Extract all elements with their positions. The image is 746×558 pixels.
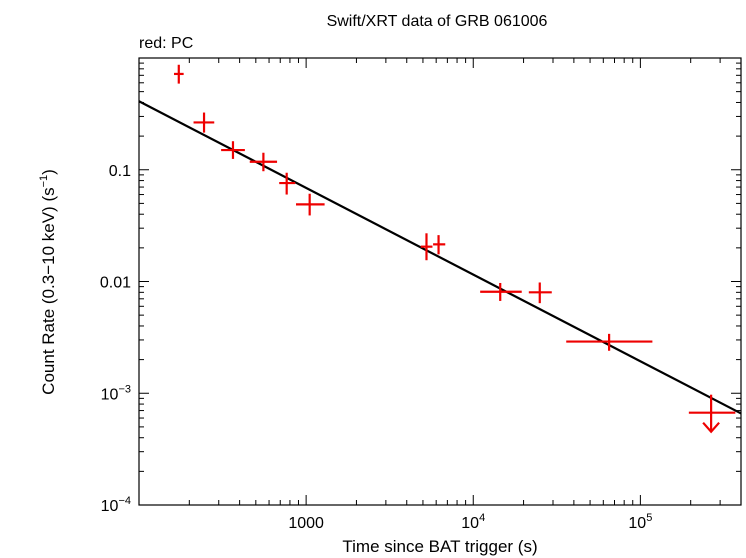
- upper-limits: [688, 394, 736, 434]
- x-tick-label-base: 10: [461, 515, 479, 532]
- y-tick-label-base: 0.01: [100, 275, 131, 292]
- y-tick-label-base: 10: [101, 386, 119, 403]
- data-point: [433, 235, 446, 255]
- chart-title: Swift/XRT data of GRB 061006: [327, 13, 548, 30]
- data-point: [279, 172, 296, 195]
- y-axis-label: Count Rate (0.3−10 keV) (s−1): [38, 169, 58, 395]
- y-axis-label-exponent: −1: [38, 175, 50, 188]
- y-tick-label: 0.01: [100, 275, 131, 292]
- data-point: [174, 64, 184, 84]
- major-ticks: [138, 57, 741, 506]
- x-tick-label-exponent: 5: [646, 512, 652, 524]
- data-point: [566, 333, 653, 351]
- data-point: [528, 282, 552, 304]
- data-point: [221, 141, 245, 159]
- data-point: [480, 282, 522, 301]
- y-tick-label: 10−4: [101, 495, 131, 515]
- x-tick-label-base: 10: [628, 515, 646, 532]
- down-arrow-icon: [702, 421, 720, 434]
- y-tick-label-base: 0.1: [109, 163, 131, 180]
- data-point: [420, 233, 433, 261]
- y-axis-label-end: ): [39, 169, 58, 175]
- y-axis-label-main: Count Rate (0.3−10 keV) (s: [39, 187, 58, 394]
- x-tick-label: 1000: [288, 515, 324, 532]
- data-point: [296, 193, 325, 216]
- chart-subtitle: red: PC: [139, 35, 193, 52]
- y-tick-label-exponent: −4: [118, 495, 131, 507]
- y-tick-label: 10−3: [101, 383, 131, 403]
- x-tick-label-base: 1000: [288, 515, 324, 532]
- power-law-fit-line: [138, 100, 742, 415]
- x-tick-label: 104: [461, 512, 485, 532]
- data-points: [174, 64, 653, 351]
- x-tick-label: 105: [628, 512, 652, 532]
- y-tick-label-exponent: −3: [118, 383, 131, 395]
- y-tick-label-base: 10: [101, 498, 119, 515]
- x-tick-labels: 1000 104 105: [288, 512, 652, 532]
- plot-frame: [138, 57, 742, 506]
- minor-ticks: [139, 58, 742, 505]
- data-point: [193, 112, 215, 133]
- data-point: [249, 152, 278, 172]
- upper-limit: [688, 394, 736, 434]
- x-tick-label-exponent: 4: [479, 512, 485, 524]
- y-tick-label: 0.1: [109, 163, 131, 180]
- x-axis-label: Time since BAT trigger (s): [342, 537, 537, 556]
